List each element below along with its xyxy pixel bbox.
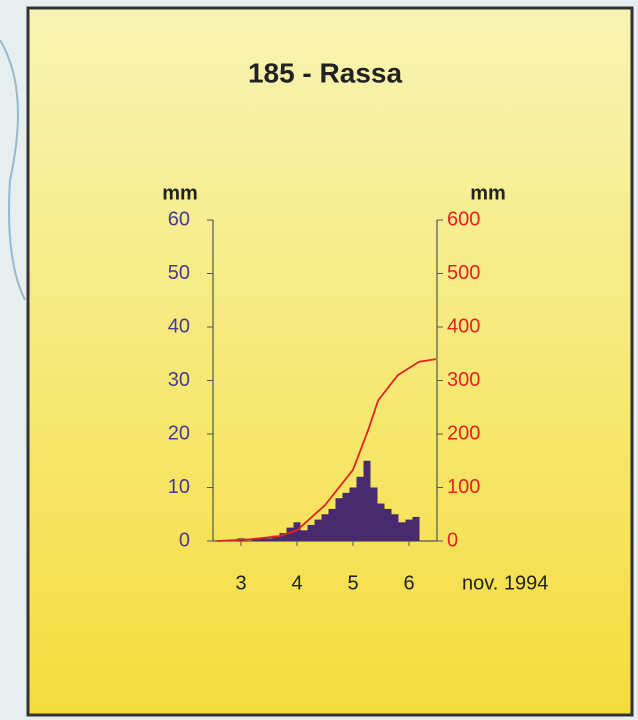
bar: [265, 538, 273, 541]
x-tick-label: 4: [291, 572, 302, 594]
bar: [307, 524, 315, 541]
bar: [279, 532, 287, 541]
bar: [258, 538, 266, 541]
y-tick-label: 0: [179, 529, 190, 551]
bar: [391, 514, 399, 541]
y-tick-label: 10: [168, 476, 190, 498]
bar: [272, 535, 280, 541]
x-tick-label: 3: [235, 572, 246, 594]
y2-tick-label: 300: [447, 369, 480, 391]
y2-tick-label: 500: [447, 262, 480, 284]
chart-card: [26, 6, 634, 717]
bar: [314, 519, 322, 541]
y2-axis-label: mm: [470, 182, 506, 204]
bar: [251, 539, 259, 541]
bar: [363, 460, 371, 541]
y-tick-label: 20: [168, 422, 190, 444]
y2-tick-label: 200: [447, 422, 480, 444]
bar: [412, 516, 420, 541]
y2-tick-label: 600: [447, 208, 480, 230]
bar: [370, 487, 378, 541]
y2-tick-label: 400: [447, 315, 480, 337]
y-tick-label: 50: [168, 262, 190, 284]
bar: [405, 519, 413, 541]
map-river: [0, 39, 26, 301]
bar: [398, 522, 406, 541]
bar: [321, 514, 329, 541]
x-axis-label: nov. 1994: [462, 572, 548, 594]
x-tick-label: 5: [347, 572, 358, 594]
bar: [384, 508, 392, 541]
y-tick-label: 30: [168, 369, 190, 391]
bar: [293, 522, 301, 541]
y2-tick-label: 100: [447, 476, 480, 498]
cumulative-line: [216, 358, 437, 542]
chart-title: 185 - Rassa: [248, 57, 403, 88]
y-tick-label: 40: [168, 315, 190, 337]
bar: [377, 503, 385, 541]
bar: [342, 492, 350, 541]
bar: [335, 498, 343, 541]
bar: [286, 527, 294, 541]
x-tick-label: 6: [403, 572, 414, 594]
y-tick-label: 60: [168, 208, 190, 230]
bar: [356, 476, 364, 541]
bar: [349, 487, 357, 541]
bar: [328, 508, 336, 541]
y-axis-label: mm: [162, 182, 198, 204]
y2-tick-label: 0: [447, 529, 458, 551]
bar: [300, 530, 308, 541]
